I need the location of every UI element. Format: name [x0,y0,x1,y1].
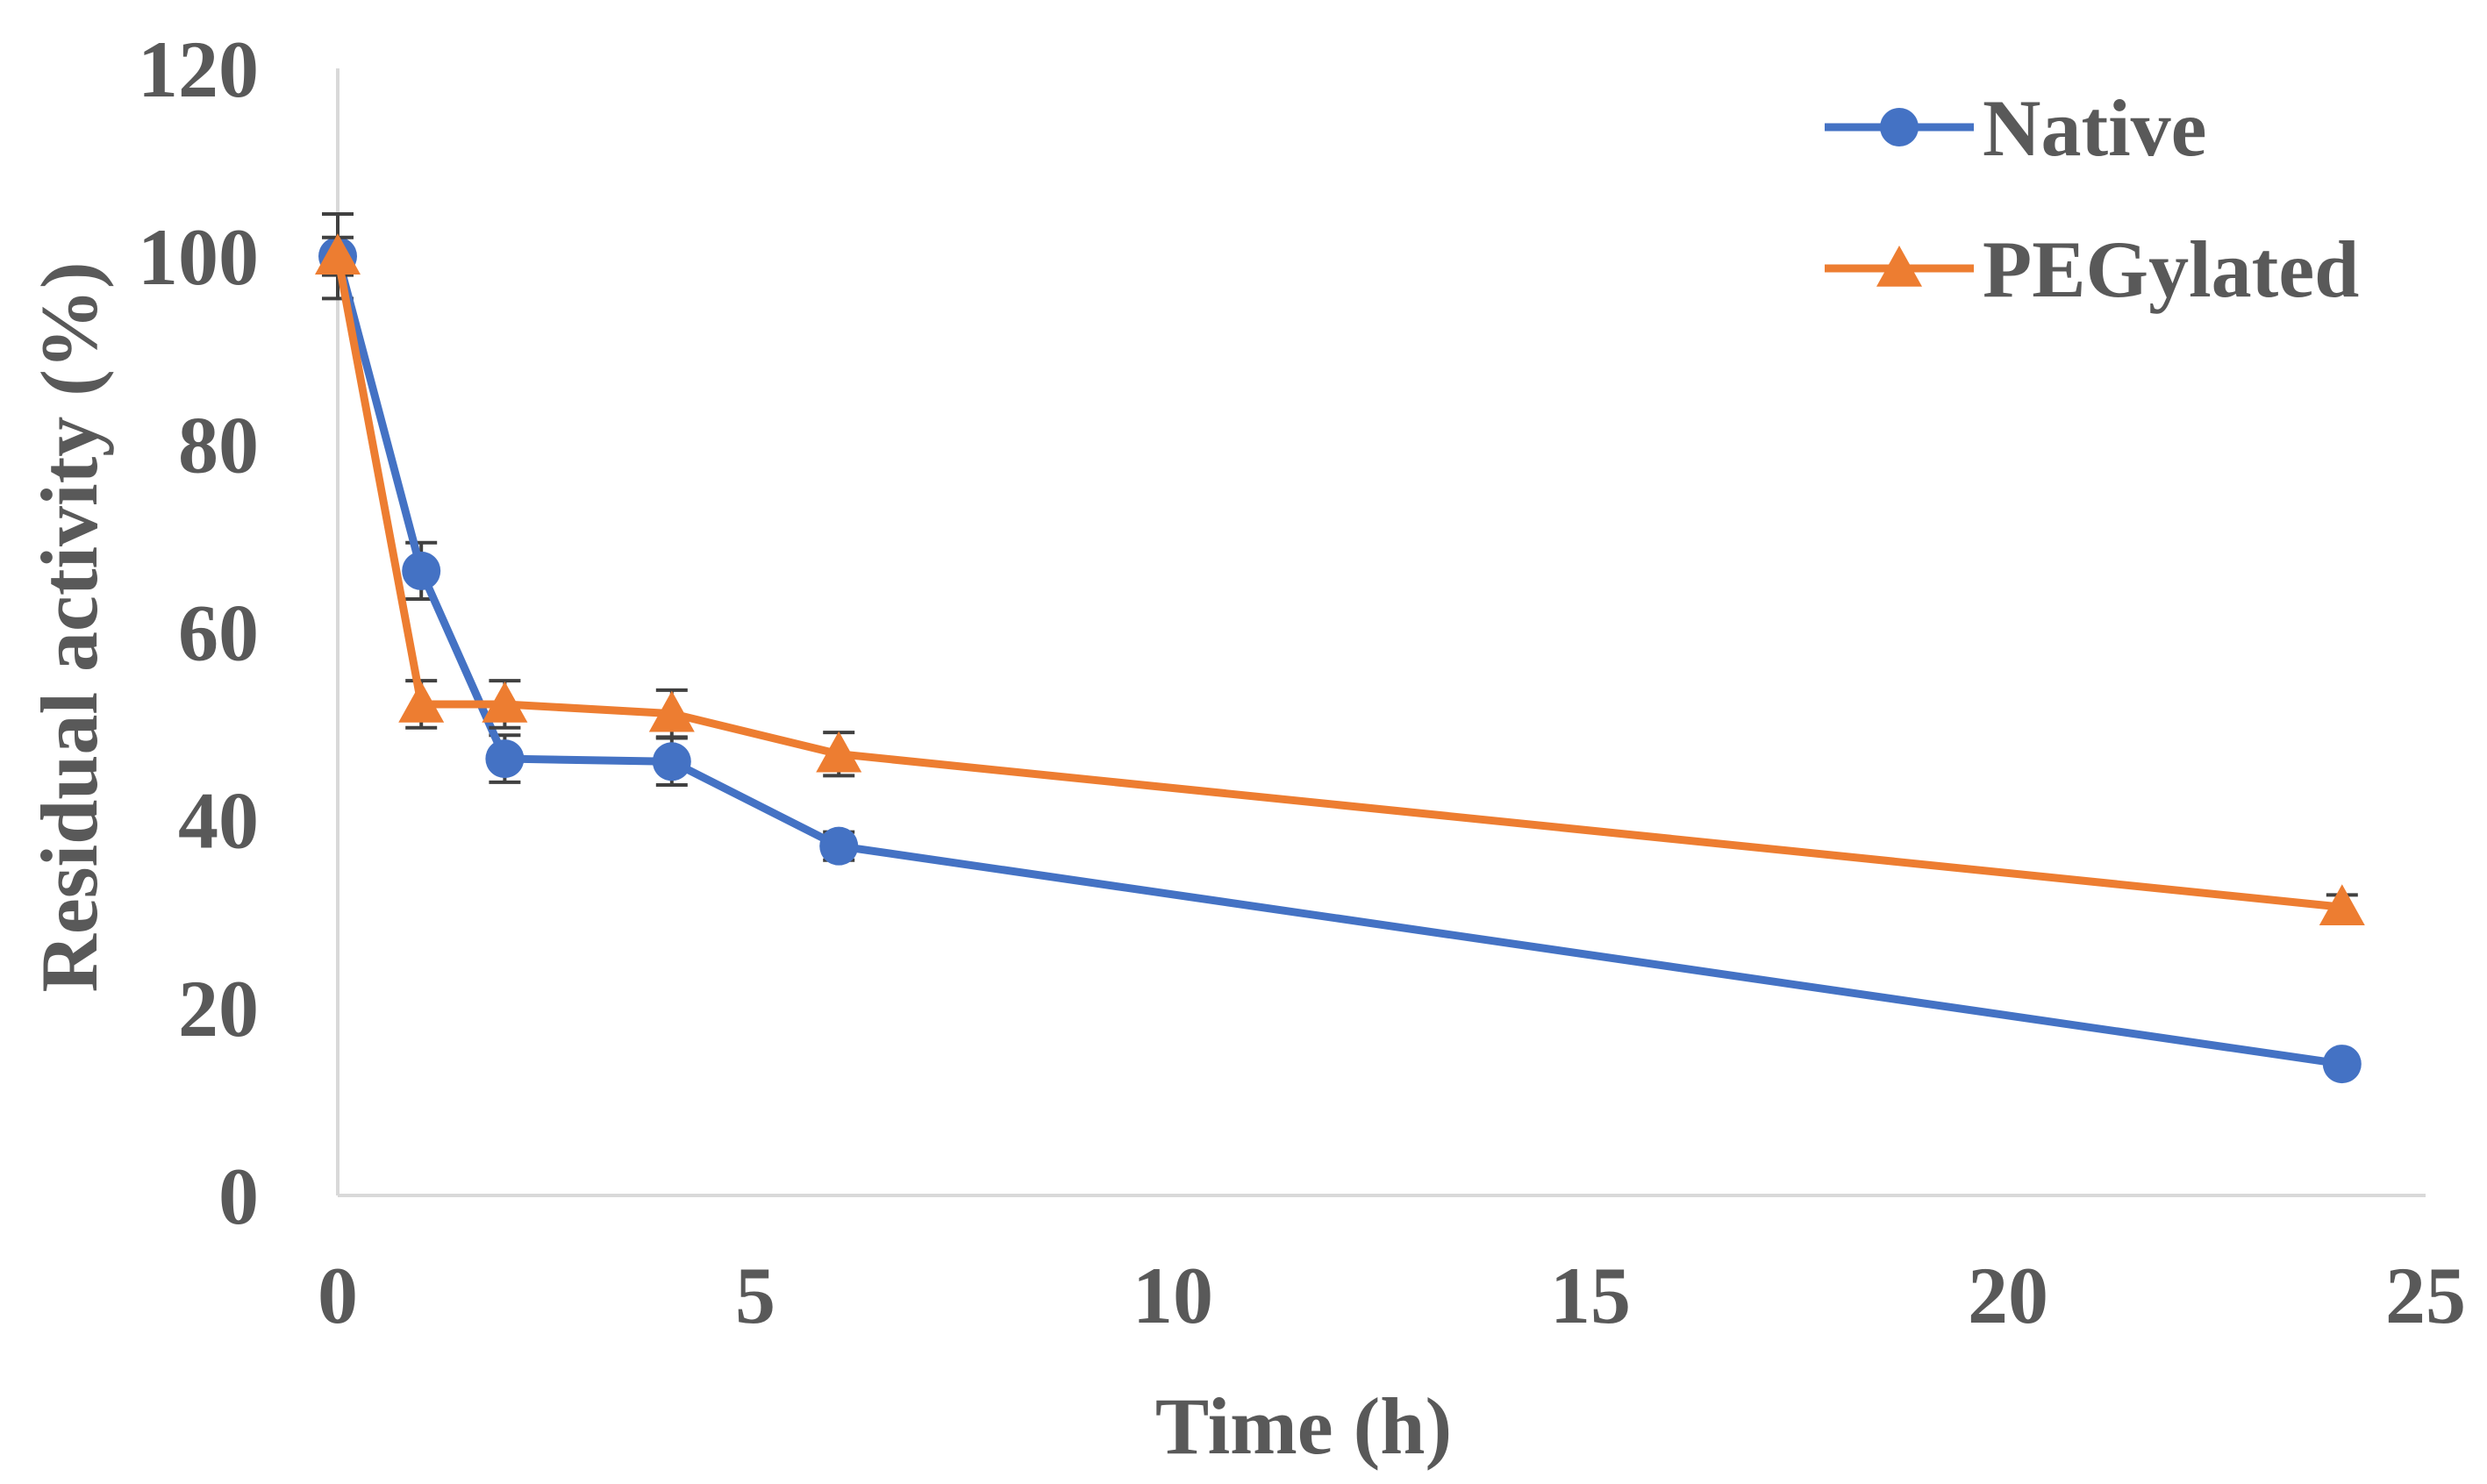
y-tick-label: 40 [178,776,259,866]
data-point [482,681,528,723]
legend-marker [1880,108,1919,146]
data-point [2322,1045,2362,1084]
y-tick-label: 0 [218,1152,259,1241]
x-axis-title: Time (h) [1155,1381,1452,1471]
legend-marker [1876,246,1922,287]
y-tick-label: 100 [138,212,259,302]
legend-label: PEGylated [1983,225,2359,314]
y-tick-label: 20 [178,964,259,1053]
x-tick-label: 10 [1133,1251,1213,1340]
legend-label: Native [1983,83,2206,173]
series-line-native [333,255,2343,1068]
legend-item-native: Native [1825,83,2206,173]
data-point [402,551,441,590]
y-axis-title: Residual activity (%) [25,261,114,992]
data-point [652,742,691,781]
x-tick-labels: 0 5 10 15 20 25 [318,1251,2466,1340]
series-layer [315,211,2365,1084]
data-point [2319,884,2365,926]
y-tick-label: 120 [138,25,259,114]
data-point [819,826,859,866]
series-pegylated [315,233,2365,926]
data-point [485,739,525,779]
legend: Native PEGylated [1825,83,2359,314]
y-tick-label: 60 [178,589,259,678]
data-point [398,681,445,723]
series-line-pegylated [333,255,2343,911]
data-point [315,233,361,275]
y-tick-label: 80 [178,400,259,489]
x-tick-label: 15 [1550,1251,1631,1340]
data-point [816,731,862,773]
x-tick-label: 5 [735,1251,775,1340]
series-native [318,211,2362,1084]
y-tick-labels: 0 20 40 60 80 100 120 [138,25,259,1241]
legend-item-pegylated: PEGylated [1825,225,2359,314]
data-point [648,690,695,732]
x-tick-label: 20 [1968,1251,2048,1340]
x-tick-label: 0 [318,1251,358,1340]
x-tick-label: 25 [2385,1251,2466,1340]
